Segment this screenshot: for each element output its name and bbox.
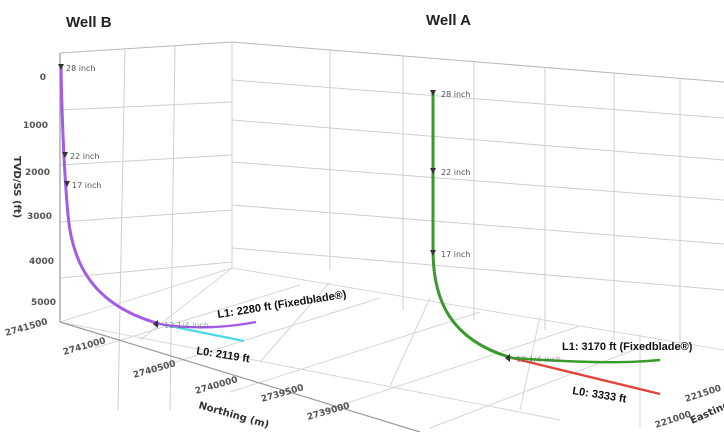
front-axes xyxy=(59,53,421,432)
well-b-casing-marker xyxy=(58,64,64,70)
easting-tick: 221000 xyxy=(654,410,693,431)
northing-tick: 2740000 xyxy=(194,375,239,397)
tvd-tick: 2000 xyxy=(25,168,50,178)
easting-tick: 221500 xyxy=(684,384,723,405)
well-a-title: Well A xyxy=(426,12,472,29)
well-a-casing-marker xyxy=(430,250,436,256)
well-a-casing-marker xyxy=(505,354,510,362)
well-a-casing-label: 28 inch xyxy=(441,90,470,99)
northing-axis: 2741500 2741000 2740500 2740000 2739500 … xyxy=(4,317,351,431)
well-b-casing-marker xyxy=(64,181,70,187)
northing-tick: 2741500 xyxy=(4,317,49,339)
well-a-casing-marker xyxy=(430,168,436,174)
well-a-casing-label: 22 inch xyxy=(441,168,470,177)
well-a-l0-lateral xyxy=(511,356,661,396)
tvd-tick: 3000 xyxy=(27,212,52,222)
tvd-axis-title: TVD/SS (ft) xyxy=(11,156,22,218)
well-a-casing-marker xyxy=(430,90,436,96)
well-b-casing-label: 22 inch xyxy=(70,152,99,161)
well-a-casing-label: 17 inch xyxy=(441,250,470,259)
well-a: 28 inch 22 inch 17 inch 12 1/4 inch L1: … xyxy=(430,90,693,406)
tvd-tick: 4000 xyxy=(29,257,54,267)
northing-tick: 2739500 xyxy=(260,383,305,405)
well-b-l0-annotation: L0: 2119 ft xyxy=(196,345,251,365)
well-b-casing-marker xyxy=(62,152,68,158)
well-b-vertical-path xyxy=(59,67,161,326)
well-a-l1-annotation: L1: 3170 ft (Fixedblade®) xyxy=(562,341,693,353)
well-b: 28 inch 22 inch 17 inch 12 1/4 inch L1: … xyxy=(58,64,348,365)
tvd-axis: 0 1000 2000 3000 4000 5000 TVD/SS (ft) xyxy=(11,73,56,308)
well-b-title: Well B xyxy=(66,14,112,31)
well-b-casing-label: 28 inch xyxy=(66,64,95,73)
well-b-casing-marker xyxy=(153,320,158,328)
tvd-tick: 5000 xyxy=(31,298,56,308)
well-a-vertical-path xyxy=(431,92,513,360)
floor-grid xyxy=(59,267,724,429)
well-b-casing-label: 17 inch xyxy=(72,181,101,190)
well-a-casing-label: 12 1/4 inch xyxy=(516,355,561,364)
tvd-tick: 1000 xyxy=(23,121,48,131)
well-b-l1-lateral xyxy=(159,320,257,329)
northing-tick: 2741000 xyxy=(62,336,107,358)
northing-axis-title: Northing (m) xyxy=(197,400,270,431)
tvd-tick: 0 xyxy=(40,73,46,83)
well-a-l1-lateral xyxy=(511,356,661,364)
well-b-casing-label: 12 1/4 inch xyxy=(164,321,209,330)
back-wall-grid xyxy=(59,41,724,411)
easting-axis: 221500 221000 Easting (m) xyxy=(654,384,724,431)
well-a-l0-annotation: L0: 3333 ft xyxy=(572,385,628,405)
